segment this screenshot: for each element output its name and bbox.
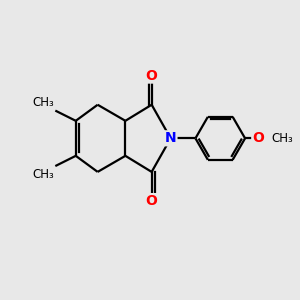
Text: O: O <box>146 194 158 208</box>
Text: N: N <box>165 131 176 145</box>
Text: CH₃: CH₃ <box>271 132 293 145</box>
Text: CH₃: CH₃ <box>32 167 54 181</box>
Text: O: O <box>252 131 264 145</box>
Text: O: O <box>146 69 158 82</box>
Text: CH₃: CH₃ <box>32 96 54 109</box>
